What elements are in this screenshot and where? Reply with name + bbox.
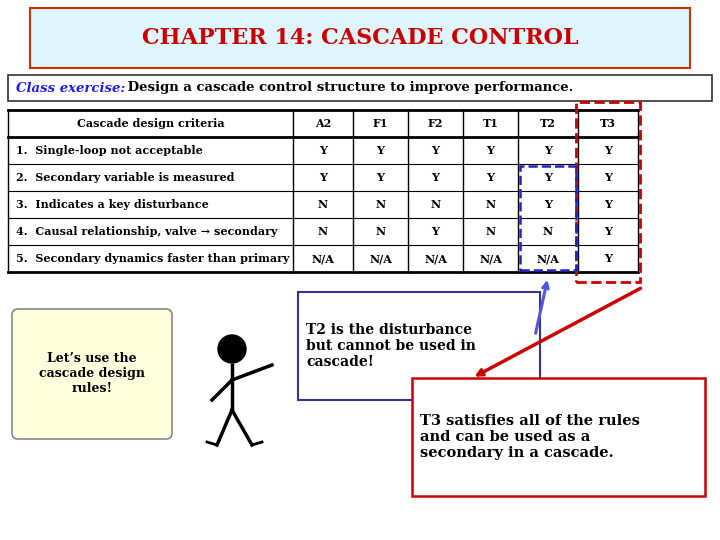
Circle shape: [218, 335, 246, 363]
Text: T2 is the disturbance
but cannot be used in
cascade!: T2 is the disturbance but cannot be used…: [306, 323, 476, 369]
Text: A2: A2: [315, 118, 331, 129]
Text: T3: T3: [600, 118, 616, 129]
Text: N: N: [375, 226, 386, 237]
Text: N: N: [318, 199, 328, 210]
Text: Y: Y: [431, 172, 439, 183]
Text: 3.  Indicates a key disturbance: 3. Indicates a key disturbance: [16, 199, 209, 210]
Text: N: N: [485, 226, 495, 237]
Text: N: N: [375, 199, 386, 210]
Text: Y: Y: [544, 145, 552, 156]
Text: N/A: N/A: [312, 253, 334, 264]
Text: N: N: [485, 199, 495, 210]
Text: F1: F1: [373, 118, 388, 129]
Text: Y: Y: [319, 145, 327, 156]
Text: Y: Y: [431, 145, 439, 156]
FancyBboxPatch shape: [298, 292, 540, 400]
Text: Y: Y: [487, 145, 495, 156]
Text: 5.  Secondary dynamics faster than primary: 5. Secondary dynamics faster than primar…: [16, 253, 289, 264]
Text: 2.  Secondary variable is measured: 2. Secondary variable is measured: [16, 172, 235, 183]
Text: Y: Y: [604, 226, 612, 237]
Text: Cascade design criteria: Cascade design criteria: [77, 118, 225, 129]
Text: N: N: [431, 199, 441, 210]
FancyBboxPatch shape: [8, 75, 712, 101]
Text: Y: Y: [604, 172, 612, 183]
Text: Y: Y: [604, 253, 612, 264]
Text: Y: Y: [544, 199, 552, 210]
Text: Y: Y: [604, 145, 612, 156]
Text: T1: T1: [482, 118, 498, 129]
Text: Y: Y: [377, 145, 384, 156]
Bar: [8, 110, 638, 272]
Text: Y: Y: [604, 199, 612, 210]
Text: Let’s use the
cascade design
rules!: Let’s use the cascade design rules!: [39, 353, 145, 395]
Text: N: N: [543, 226, 553, 237]
Text: 1.  Single-loop not acceptable: 1. Single-loop not acceptable: [16, 145, 203, 156]
Text: T3 satisfies all of the rules
and can be used as a
secondary in a cascade.: T3 satisfies all of the rules and can be…: [420, 414, 640, 460]
FancyBboxPatch shape: [412, 378, 705, 496]
FancyBboxPatch shape: [12, 309, 172, 439]
Bar: [520, 166, 576, 270]
Text: Y: Y: [487, 172, 495, 183]
Text: Y: Y: [431, 226, 439, 237]
Text: T2: T2: [540, 118, 556, 129]
Text: F2: F2: [428, 118, 444, 129]
Text: N/A: N/A: [536, 253, 559, 264]
Text: N/A: N/A: [424, 253, 447, 264]
Text: Y: Y: [544, 172, 552, 183]
Text: 4.  Causal relationship, valve → secondary: 4. Causal relationship, valve → secondar…: [16, 226, 277, 237]
Text: Y: Y: [319, 172, 327, 183]
Text: N: N: [318, 226, 328, 237]
Bar: [576, 102, 640, 282]
Text: CHAPTER 14: CASCADE CONTROL: CHAPTER 14: CASCADE CONTROL: [142, 27, 578, 49]
Text: N/A: N/A: [479, 253, 502, 264]
FancyBboxPatch shape: [30, 8, 690, 68]
Text: Design a cascade control structure to improve performance.: Design a cascade control structure to im…: [123, 82, 573, 94]
Text: Y: Y: [377, 172, 384, 183]
Text: N/A: N/A: [369, 253, 392, 264]
Text: Class exercise:: Class exercise:: [16, 82, 125, 94]
